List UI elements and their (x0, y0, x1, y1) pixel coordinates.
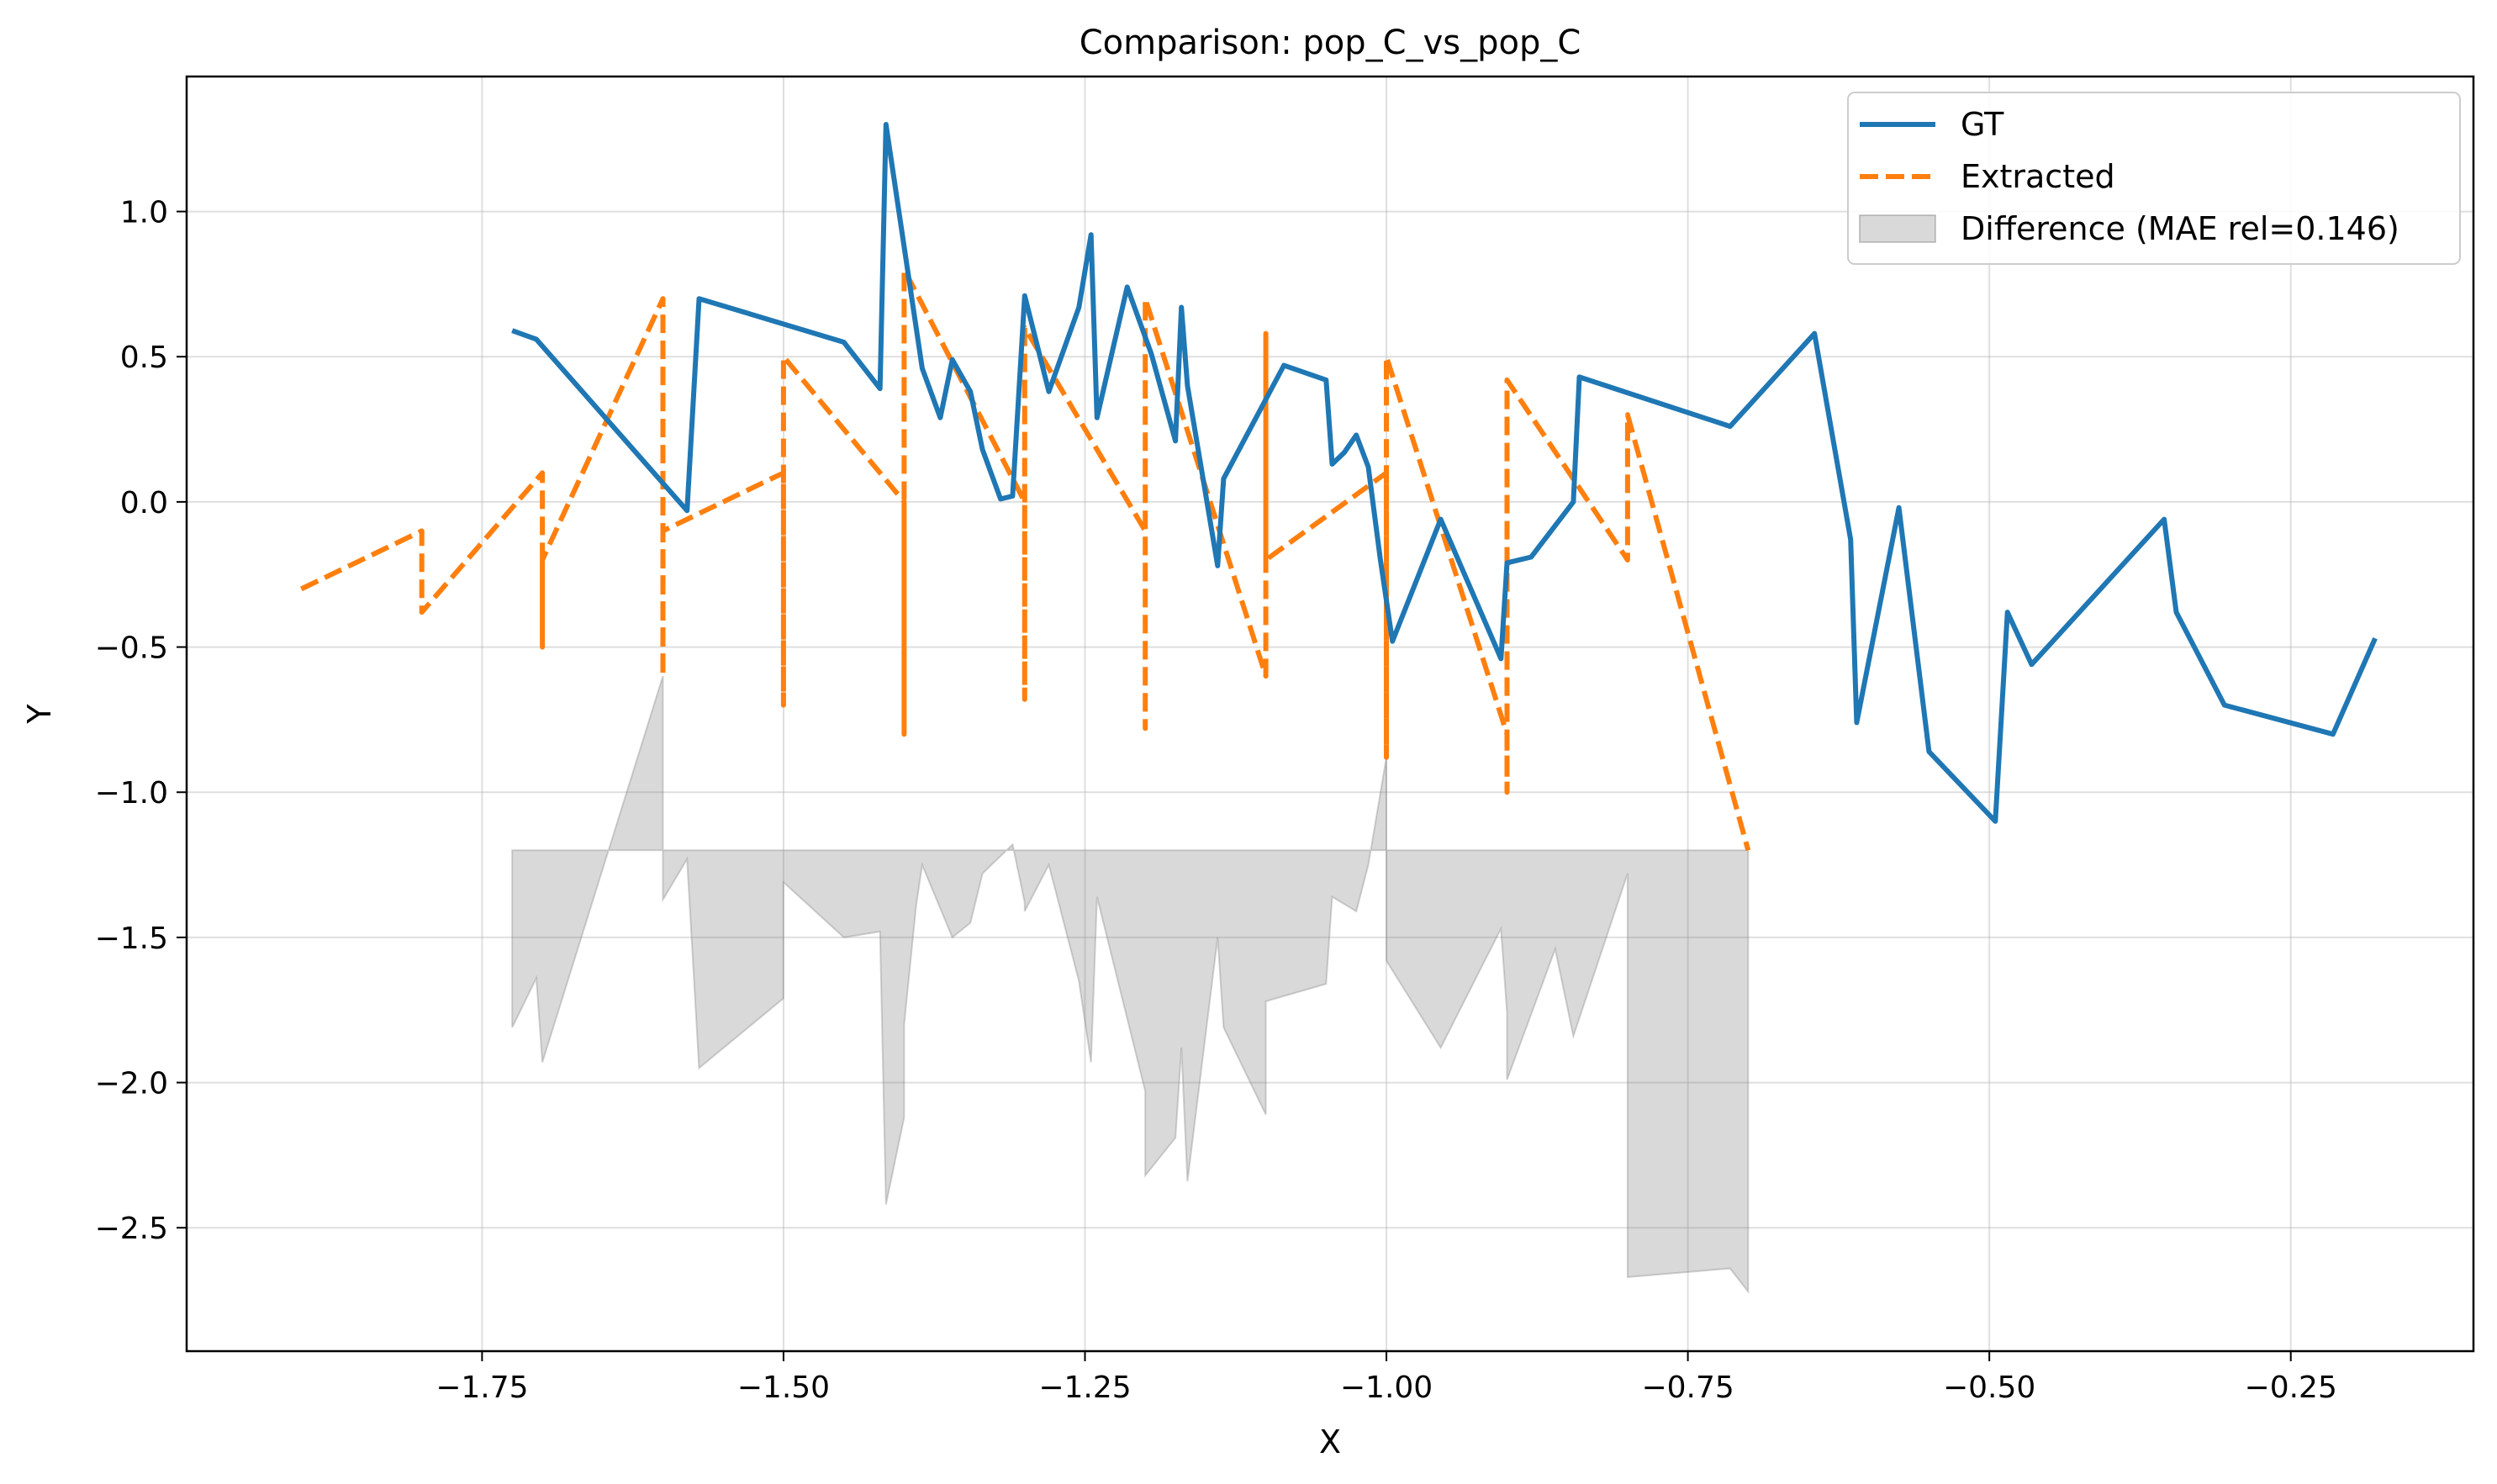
legend-box (1847, 92, 2461, 265)
y-tick-label: −1.0 (95, 776, 168, 811)
legend-difference-label: Difference (MAE rel=0.146) (1961, 210, 2399, 247)
y-tick-label: −2.0 (95, 1067, 168, 1101)
y-tick-label: 0.5 (120, 341, 168, 375)
x-tick-label: −1.25 (1038, 1370, 1131, 1405)
plot-frame (185, 75, 2475, 1353)
legend: GT Extracted Difference (MAE rel=0.146) (1847, 92, 2461, 265)
y-tick-label: −0.5 (95, 631, 168, 666)
difference-area (511, 675, 1750, 1295)
y-tick-label: −2.5 (95, 1212, 168, 1246)
x-tick-label: −0.75 (1641, 1370, 1734, 1405)
difference-layer (511, 675, 1750, 1295)
x-tick-label: −1.75 (436, 1370, 528, 1405)
y-tick-label: −1.5 (95, 922, 168, 956)
x-tick-label: −1.50 (737, 1370, 830, 1405)
grid (187, 77, 2473, 1351)
extracted-series-line (299, 267, 1751, 852)
y-axis-label: Y (21, 704, 58, 725)
gt-series-line (511, 122, 2378, 824)
y-tick-label: 1.0 (120, 196, 168, 230)
series-layer (299, 122, 2378, 852)
x-axis-label: X (1319, 1423, 1341, 1460)
y-axis-ticks: 1.0 0.5 0.0 −0.5 −1.0 −1.5 −2.0 −2.5 (95, 196, 187, 1246)
legend-gt-label: GT (1961, 106, 2004, 143)
legend-extracted-label: Extracted (1961, 158, 2115, 195)
chart-title: Comparison: pop_C_vs_pop_C (1080, 24, 1581, 62)
x-axis-ticks: −1.75 −1.50 −1.25 −1.00 −0.75 −0.50 −0.25 (436, 1351, 2337, 1405)
y-tick-label: 0.0 (120, 486, 168, 520)
x-tick-label: −0.50 (1943, 1370, 2035, 1405)
legend-difference-swatch (1859, 214, 1936, 243)
x-tick-label: −0.25 (2245, 1370, 2337, 1405)
x-tick-label: −1.00 (1340, 1370, 1433, 1405)
